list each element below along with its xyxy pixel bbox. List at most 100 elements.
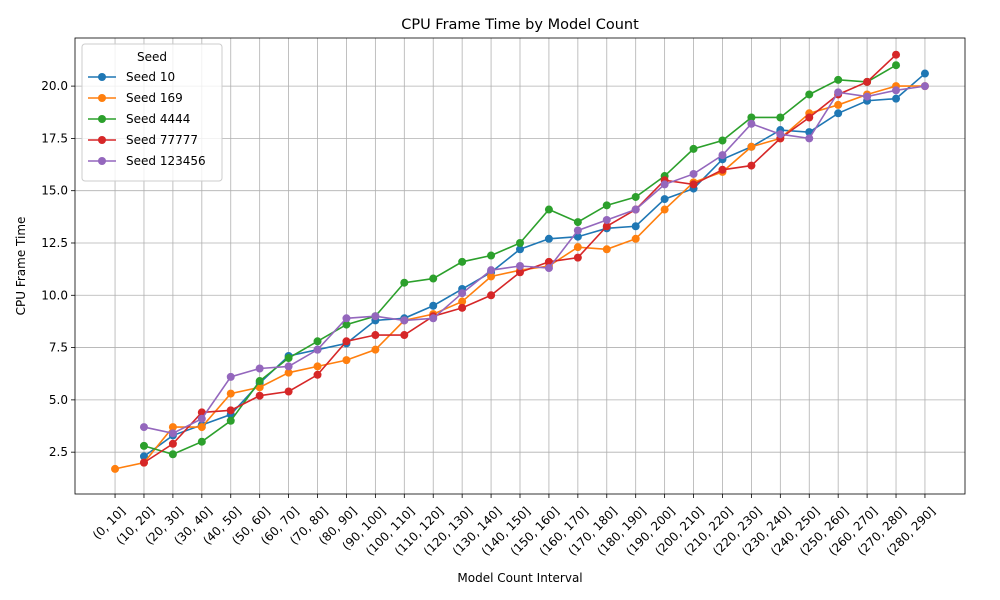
- data-point: [487, 272, 496, 281]
- y-axis-label: CPU Frame Time: [14, 217, 28, 316]
- data-point: [458, 303, 467, 312]
- legend-entry: Seed 4444: [88, 112, 190, 126]
- data-point: [342, 356, 351, 365]
- data-point: [458, 297, 467, 306]
- data-point: [226, 372, 235, 381]
- data-point: [139, 441, 148, 450]
- data-point: [429, 274, 438, 283]
- data-point: [168, 423, 177, 432]
- data-point: [371, 312, 380, 321]
- data-point: [400, 278, 409, 287]
- data-point: [718, 151, 727, 160]
- data-point: [573, 253, 582, 262]
- data-point: [226, 406, 235, 415]
- legend-entry: Seed 77777: [88, 133, 198, 147]
- data-point: [313, 345, 322, 354]
- y-tick-label: 5.0: [49, 393, 68, 407]
- legend-label: Seed 123456: [126, 154, 206, 168]
- data-point: [197, 423, 206, 432]
- data-point: [139, 423, 148, 432]
- data-point: [342, 314, 351, 323]
- data-point: [805, 134, 814, 143]
- data-point: [747, 113, 756, 122]
- legend-entry: Seed 10: [88, 70, 175, 84]
- legend-label: Seed 77777: [126, 133, 198, 147]
- data-point: [602, 245, 611, 254]
- legend-label: Seed 169: [126, 91, 183, 105]
- series-line: [143, 85, 926, 435]
- data-point: [544, 205, 553, 214]
- data-point: [197, 437, 206, 446]
- legend-title: Seed: [137, 50, 167, 64]
- y-tick-label: 7.5: [49, 341, 68, 355]
- data-point: [834, 88, 843, 97]
- data-point: [689, 180, 698, 189]
- data-point: [834, 109, 843, 118]
- legend-marker: [98, 157, 106, 165]
- data-point: [718, 136, 727, 145]
- data-point: [516, 268, 524, 277]
- data-point: [255, 377, 264, 386]
- data-point: [660, 195, 669, 204]
- data-point: [602, 222, 611, 231]
- data-point: [920, 69, 929, 78]
- data-point: [197, 414, 206, 423]
- data-point: [660, 205, 669, 214]
- data-point: [255, 391, 264, 400]
- data-point: [487, 251, 496, 260]
- legend-label: Seed 4444: [126, 112, 190, 126]
- data-point: [776, 113, 785, 122]
- data-point: [284, 362, 293, 371]
- series-seed-123456: [139, 82, 929, 438]
- data-point: [892, 61, 901, 70]
- data-point: [863, 77, 872, 86]
- chart-title: CPU Frame Time by Model Count: [401, 17, 639, 33]
- data-point: [660, 180, 669, 189]
- data-point: [920, 82, 929, 91]
- legend-label: Seed 10: [126, 70, 175, 84]
- data-point: [573, 243, 582, 252]
- y-tick-label: 10.0: [41, 288, 68, 302]
- data-point: [111, 464, 120, 473]
- data-point: [458, 257, 467, 266]
- legend-marker: [98, 73, 106, 81]
- y-tick-label: 20.0: [41, 79, 68, 93]
- data-point: [284, 387, 293, 396]
- data-point: [747, 142, 756, 151]
- data-point: [313, 370, 322, 379]
- data-point: [689, 144, 698, 153]
- data-point: [342, 337, 351, 346]
- data-point: [458, 289, 467, 298]
- data-point: [544, 264, 553, 273]
- y-tick-label: 2.5: [49, 445, 68, 459]
- y-axis-ticks: 2.5 5.0 7.5 10.0 12.5 15.0 17.5 20.0: [41, 79, 75, 459]
- legend: Seed Seed 10 Seed 169 Seed 4444 Seed 77777 S…: [81, 43, 223, 182]
- y-tick-label: 12.5: [41, 236, 68, 250]
- data-point: [631, 222, 640, 231]
- legend-marker: [98, 94, 106, 102]
- data-point: [747, 161, 756, 170]
- data-point: [313, 362, 322, 371]
- data-point: [168, 439, 177, 448]
- data-point: [516, 245, 524, 254]
- data-point: [226, 389, 235, 398]
- data-point: [544, 257, 553, 266]
- data-point: [573, 232, 582, 241]
- data-point: [255, 383, 264, 392]
- data-point: [805, 113, 814, 122]
- data-point: [371, 331, 380, 340]
- data-point: [168, 450, 177, 459]
- series-layer: [111, 50, 929, 473]
- data-point: [516, 262, 524, 270]
- legend-marker: [98, 136, 106, 144]
- data-point: [573, 218, 582, 227]
- legend-entry: Seed 169: [88, 91, 183, 105]
- legend-box: [81, 43, 223, 182]
- data-point: [516, 238, 524, 247]
- x-axis-label: Model Count Interval: [457, 571, 582, 585]
- data-point: [631, 205, 640, 214]
- y-tick-label: 15.0: [41, 184, 68, 198]
- data-point: [487, 291, 496, 300]
- data-point: [168, 429, 177, 438]
